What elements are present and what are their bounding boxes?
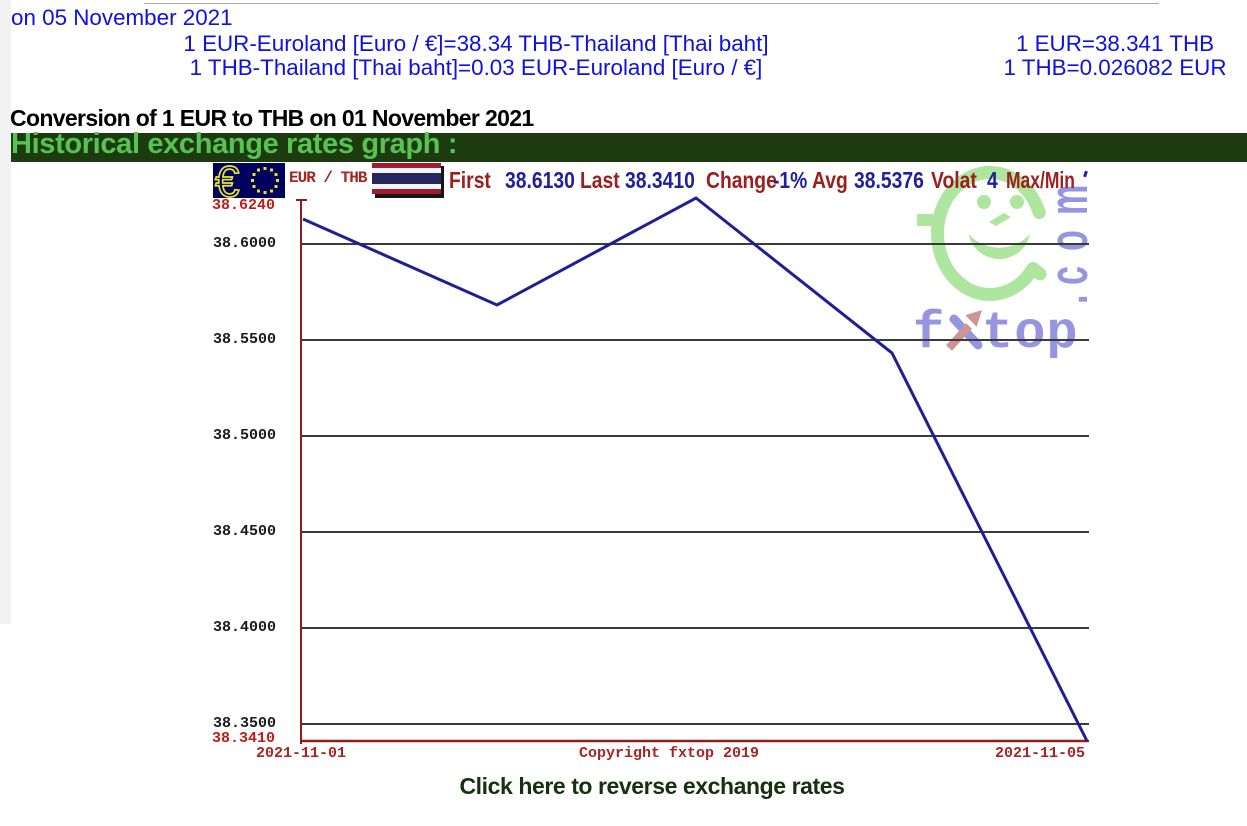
svg-text:o: o — [1038, 230, 1099, 251]
svg-text:€: € — [215, 163, 239, 198]
svg-text:m: m — [1038, 185, 1099, 215]
svg-text:.: . — [1038, 295, 1099, 304]
svg-text:f: f — [913, 304, 944, 363]
svg-text:top: top — [982, 304, 1079, 363]
svg-text:c: c — [1038, 266, 1099, 285]
